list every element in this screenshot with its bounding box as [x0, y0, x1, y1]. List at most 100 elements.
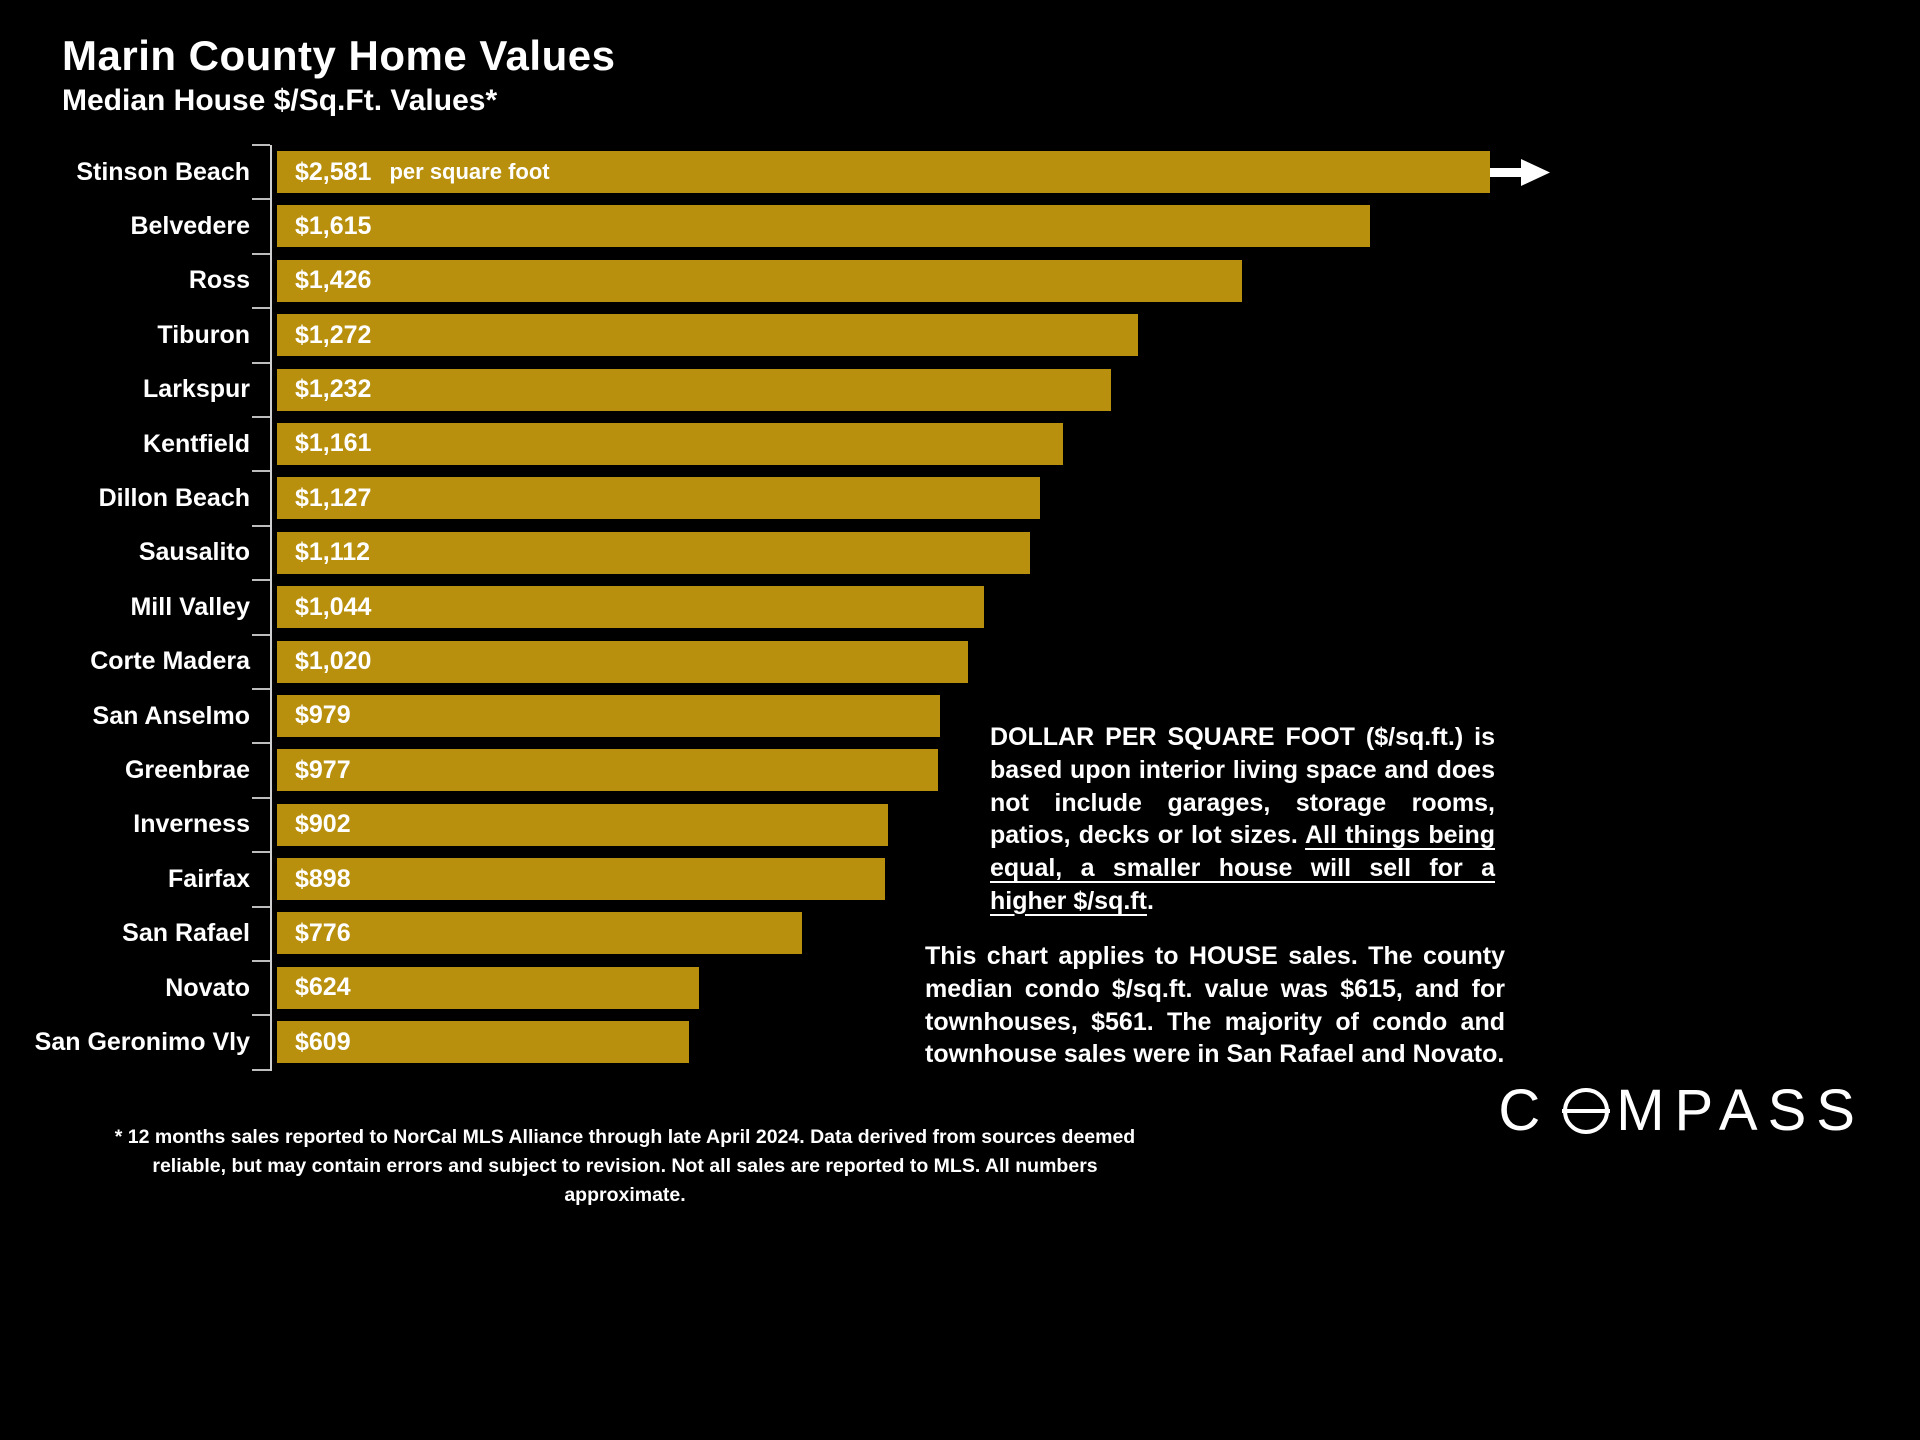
y-axis-line: [270, 145, 272, 1071]
bar-value-label: $1,426: [295, 266, 372, 295]
axis-tick: [252, 579, 270, 582]
bar-value-label: $776: [295, 918, 351, 947]
axis-tick: [252, 960, 270, 962]
bar-rows: Stinson Beach $2,581 per square foot Belved…: [0, 145, 1920, 1070]
category-label: San Rafael: [122, 919, 250, 948]
bar: $977: [277, 749, 938, 792]
axis-tick: [252, 198, 270, 201]
category-label: Inverness: [133, 810, 250, 839]
bar: $1,615: [277, 205, 1370, 248]
bar: $979: [277, 694, 940, 737]
bar: $1,232: [277, 368, 1111, 411]
bar-row: San Rafael $776: [0, 906, 1920, 960]
axis-tick: [252, 361, 270, 364]
bar: $776: [277, 912, 802, 955]
bar: $609: [277, 1021, 689, 1064]
compass-logo: C MPASS: [1498, 1077, 1865, 1144]
bar: $1,020: [277, 640, 968, 683]
category-label: Belvedere: [130, 212, 250, 241]
bar: $624: [277, 966, 699, 1009]
category-label: Novato: [165, 973, 250, 1002]
bar-row: Stinson Beach $2,581 per square foot: [0, 145, 1920, 199]
axis-tick: [252, 1014, 270, 1017]
axis-tick: [252, 851, 270, 854]
bar-value-label: $2,581: [295, 157, 372, 186]
bar-row: Inverness $902: [0, 798, 1920, 852]
axis-tick: [252, 416, 270, 418]
bar-value-label: $1,112: [295, 538, 371, 567]
note-underlined-text: All things being equal, a smaller house …: [990, 821, 1495, 915]
axis-tick: [252, 633, 270, 636]
axis-tick: [252, 905, 270, 908]
category-label: Dillon Beach: [98, 484, 250, 513]
bar: $902: [277, 803, 888, 846]
bar-row: Greenbrae $977: [0, 743, 1920, 797]
note-period: .: [1146, 886, 1154, 915]
logo-letters-mpass: MPASS: [1616, 1078, 1865, 1143]
axis-tick: [252, 1068, 270, 1071]
bar: $2,581 per square foot: [277, 151, 1490, 193]
bar: $1,127: [277, 477, 1040, 520]
category-label: Larkspur: [143, 375, 250, 404]
bar-row: Ross $1,426: [0, 254, 1920, 308]
axis-tick: [252, 470, 270, 473]
axis-tick: [252, 524, 270, 527]
axis-tick: [252, 796, 270, 799]
bar-row: Tiburon $1,272: [0, 308, 1920, 362]
bar-row: San Geronimo Vly $609: [0, 1015, 1920, 1069]
bar: $1,161: [277, 422, 1063, 465]
category-label: San Geronimo Vly: [34, 1027, 250, 1056]
axis-tick: [252, 688, 270, 690]
bar-row: Mill Valley $1,044: [0, 580, 1920, 634]
bar-value-label: $1,161: [295, 429, 372, 458]
category-label: Sausalito: [138, 538, 250, 567]
bar-row: Dillon Beach $1,127: [0, 471, 1920, 525]
bar: $1,272: [277, 314, 1138, 357]
bar-chart: Stinson Beach $2,581 per square foot Belved…: [0, 144, 1920, 1071]
axis-tick: [252, 144, 270, 146]
category-label: Kentfield: [143, 429, 250, 458]
category-label: Stinson Beach: [76, 157, 250, 186]
category-label: Greenbrae: [124, 755, 250, 784]
category-label: Corte Madera: [90, 647, 250, 676]
bar-value-label: $609: [295, 1027, 351, 1056]
sqft-definition-note: DOLLAR PER SQUARE FOOT ($/sq.ft.) is bas…: [990, 721, 1495, 918]
page-subtitle: Median House $/Sq.Ft. Values*: [62, 84, 498, 117]
bar-row: Belvedere $1,615: [0, 199, 1920, 253]
unit-label: per square foot: [389, 159, 550, 184]
bar-row: Larkspur $1,232: [0, 363, 1920, 417]
bar: $1,044: [277, 586, 984, 629]
page-title: Marin County Home Values: [62, 32, 616, 79]
category-label: Fairfax: [168, 864, 250, 893]
note-text: DOLLAR PER SQUARE FOOT ($/sq.ft.) is bas…: [990, 723, 1495, 850]
bar-value-label: $1,615: [295, 211, 372, 240]
bar-value-label: $1,232: [295, 375, 372, 404]
bar-row: Kentfield $1,161: [0, 417, 1920, 471]
house-sales-note: This chart applies to HOUSE sales. The c…: [925, 942, 1505, 1069]
bar-row: Sausalito $1,112: [0, 526, 1920, 580]
bar-value-label: $1,020: [295, 647, 372, 676]
bar-row: San Anselmo $979: [0, 689, 1920, 743]
bar-row: Novato $624: [0, 961, 1920, 1015]
bar-value-label: $979: [295, 701, 351, 730]
category-label: San Anselmo: [92, 701, 250, 730]
bar-row: Corte Madera $1,020: [0, 635, 1920, 689]
bar-value-label: $898: [295, 864, 351, 893]
bar-value-label: $977: [295, 755, 351, 784]
axis-tick: [252, 252, 270, 255]
bar: $1,426: [277, 259, 1242, 302]
category-label: Ross: [188, 266, 250, 295]
bar-value-label: $1,044: [295, 592, 372, 621]
axis-tick: [252, 742, 270, 745]
logo-letter-c: C: [1498, 1078, 1551, 1143]
bar-value-label: $902: [295, 810, 351, 839]
bar-value-label: $1,127: [295, 483, 372, 512]
bar: $1,112: [277, 531, 1030, 574]
category-label: Mill Valley: [130, 592, 250, 621]
bar-value-label: $624: [295, 973, 351, 1002]
bar: $898: [277, 858, 885, 901]
category-label: Tiburon: [157, 320, 250, 349]
compass-o-icon: [1562, 1087, 1611, 1134]
bar-value-label: $1,272: [295, 320, 372, 349]
source-footnote: * 12 months sales reported to NorCal MLS…: [114, 1125, 1136, 1207]
